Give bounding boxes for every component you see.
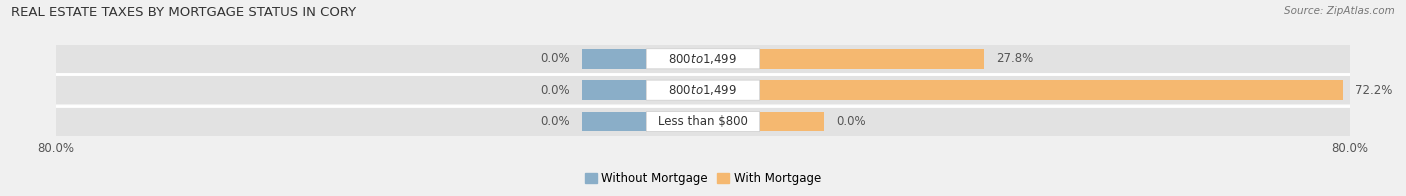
Text: $800 to $1,499: $800 to $1,499 <box>668 52 738 66</box>
FancyBboxPatch shape <box>647 80 759 100</box>
Bar <box>582 112 647 131</box>
Bar <box>56 107 1350 136</box>
Bar <box>582 80 647 100</box>
Text: 72.2%: 72.2% <box>1355 84 1393 97</box>
Bar <box>759 112 824 131</box>
FancyBboxPatch shape <box>647 112 759 132</box>
FancyBboxPatch shape <box>647 49 759 69</box>
Text: REAL ESTATE TAXES BY MORTGAGE STATUS IN CORY: REAL ESTATE TAXES BY MORTGAGE STATUS IN … <box>11 6 356 19</box>
Bar <box>582 49 647 69</box>
Bar <box>759 80 1343 100</box>
Text: 27.8%: 27.8% <box>997 52 1033 65</box>
Text: 0.0%: 0.0% <box>540 52 569 65</box>
Text: 0.0%: 0.0% <box>837 115 866 128</box>
Text: Less than $800: Less than $800 <box>658 115 748 128</box>
Bar <box>56 45 1350 73</box>
Text: $800 to $1,499: $800 to $1,499 <box>668 83 738 97</box>
Text: Source: ZipAtlas.com: Source: ZipAtlas.com <box>1284 6 1395 16</box>
Legend: Without Mortgage, With Mortgage: Without Mortgage, With Mortgage <box>581 167 825 190</box>
Bar <box>759 49 984 69</box>
Bar <box>56 76 1350 104</box>
Text: 0.0%: 0.0% <box>540 115 569 128</box>
Text: 0.0%: 0.0% <box>540 84 569 97</box>
